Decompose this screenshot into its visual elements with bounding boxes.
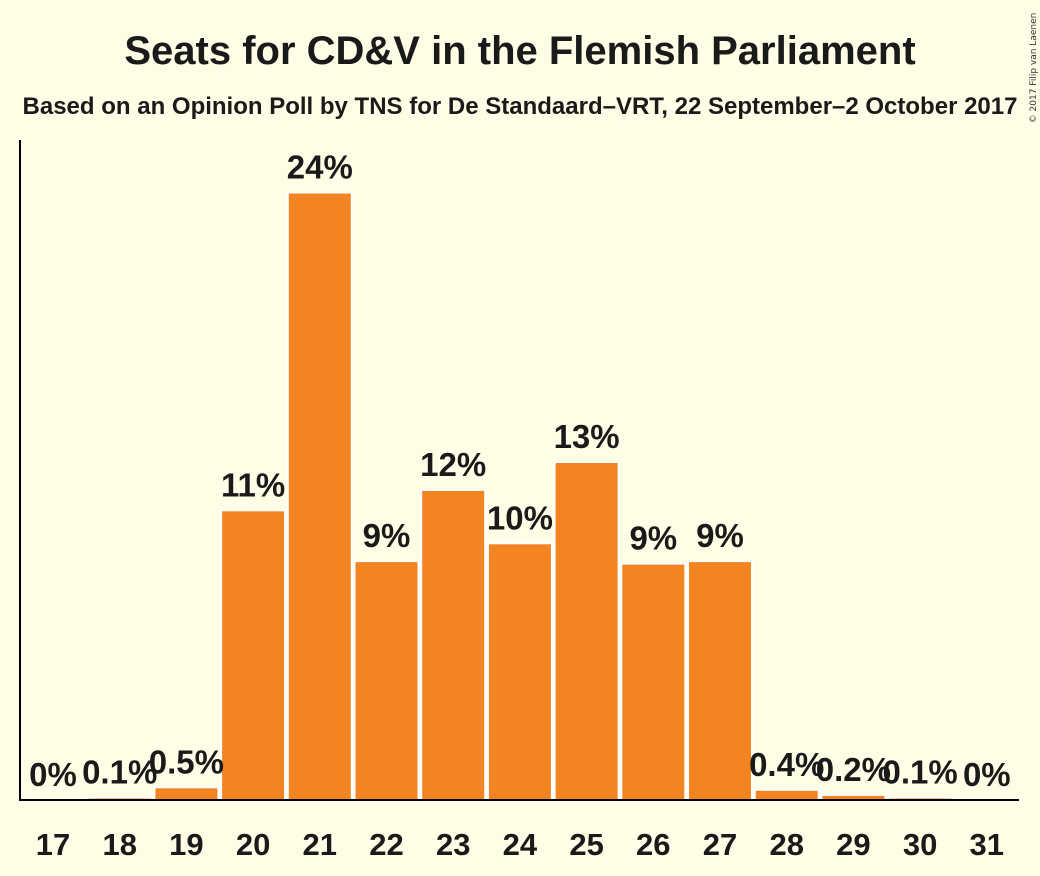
- value-label-25: 13%: [554, 418, 620, 455]
- x-tick-20: 20: [236, 827, 270, 862]
- chart-title: Seats for CD&V in the Flemish Parliament: [124, 29, 915, 73]
- value-label-20: 11%: [221, 466, 285, 503]
- bar-19: [153, 786, 220, 801]
- x-tick-25: 25: [569, 827, 603, 862]
- value-label-21: 24%: [287, 149, 353, 186]
- x-tick-17: 17: [36, 827, 70, 862]
- chart-subtitle: Based on an Opinion Poll by TNS for De S…: [23, 93, 1018, 120]
- x-tick-28: 28: [769, 827, 803, 862]
- x-tick-30: 30: [903, 827, 937, 862]
- value-label-30: 0.1%: [882, 754, 957, 791]
- value-label-18: 0.1%: [82, 754, 157, 791]
- x-tick-29: 29: [836, 827, 870, 862]
- bar-22: [353, 560, 420, 801]
- bar-28: [753, 788, 820, 801]
- bar-21: [286, 191, 353, 801]
- bar-20: [220, 509, 287, 802]
- value-label-22: 9%: [363, 517, 411, 554]
- x-tick-22: 22: [369, 827, 403, 862]
- bar-23: [420, 488, 487, 801]
- value-label-27: 9%: [696, 517, 744, 554]
- x-tick-31: 31: [970, 827, 1004, 862]
- copyright-note: © 2017 Filip van Laenen: [1029, 13, 1039, 124]
- value-label-24: 10%: [487, 499, 553, 536]
- x-tick-labels-group: 17 18 19 20 21 22 23 24 25 26 27 28 29 30 31: [36, 827, 1004, 862]
- value-label-26: 9%: [629, 520, 677, 557]
- bar-27: [687, 560, 753, 801]
- value-label-23: 12%: [420, 446, 486, 483]
- x-tick-18: 18: [102, 827, 136, 862]
- x-tick-27: 27: [703, 827, 737, 862]
- value-label-31: 0%: [963, 756, 1011, 793]
- x-tick-24: 24: [503, 827, 538, 862]
- x-tick-26: 26: [636, 827, 670, 862]
- x-tick-19: 19: [169, 827, 203, 862]
- value-label-19: 0.5%: [149, 743, 224, 780]
- x-tick-21: 21: [303, 827, 337, 862]
- value-label-28: 0.4%: [749, 746, 824, 783]
- x-tick-23: 23: [436, 827, 470, 862]
- bar-24: [486, 542, 553, 801]
- value-labels-group: 0% 0.1%0.5%11%24%9%12%10%13%9% 9%0.4%0.2%0…: [29, 149, 1011, 794]
- bar-26: [620, 562, 687, 801]
- bars-group: [86, 191, 954, 802]
- value-label-17: 0%: [29, 756, 77, 793]
- value-label-29: 0.2%: [816, 751, 891, 788]
- bar-25: [553, 461, 620, 801]
